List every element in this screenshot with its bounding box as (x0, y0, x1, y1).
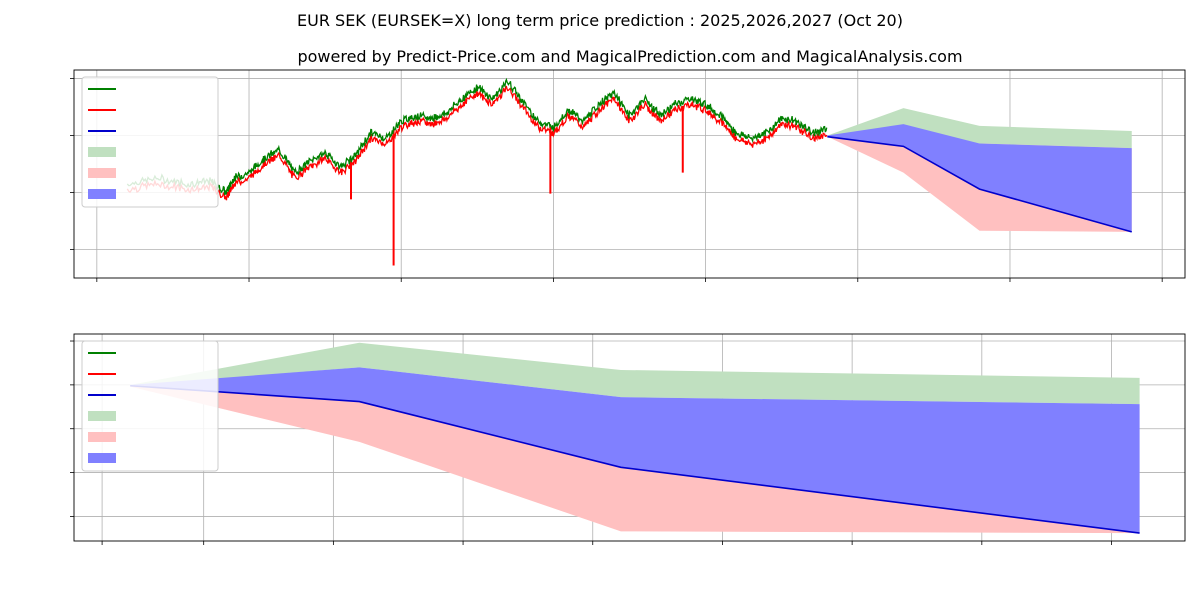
chart-subtitle: powered by Predict-Price.com and Magical… (297, 47, 962, 66)
legend-swatch-patch (88, 432, 116, 442)
bottom-panel (70, 333, 1186, 545)
legend-box (81, 76, 219, 208)
high-series-line (126, 77, 828, 196)
high-range-band (130, 342, 1140, 405)
low-series-line (126, 85, 828, 201)
high-range-band (827, 108, 1132, 149)
legend-swatch-patch (88, 453, 116, 463)
legend-swatch-patch (88, 168, 116, 178)
plot-frame (73, 333, 1186, 542)
close-range-band (827, 124, 1132, 232)
top-panel (70, 69, 1186, 282)
low-range-band (130, 384, 1140, 534)
legend-box (81, 340, 219, 472)
close-forecast-line (130, 384, 1140, 534)
legend-swatch-patch (88, 189, 116, 199)
plot-frame (73, 69, 1186, 279)
legend-swatch-patch (88, 147, 116, 157)
legend-swatch-patch (88, 411, 116, 421)
close-range-band (130, 367, 1140, 534)
close-forecast-line (827, 135, 1132, 233)
chart-title: EUR SEK (EURSEK=X) long term price predi… (297, 11, 903, 30)
